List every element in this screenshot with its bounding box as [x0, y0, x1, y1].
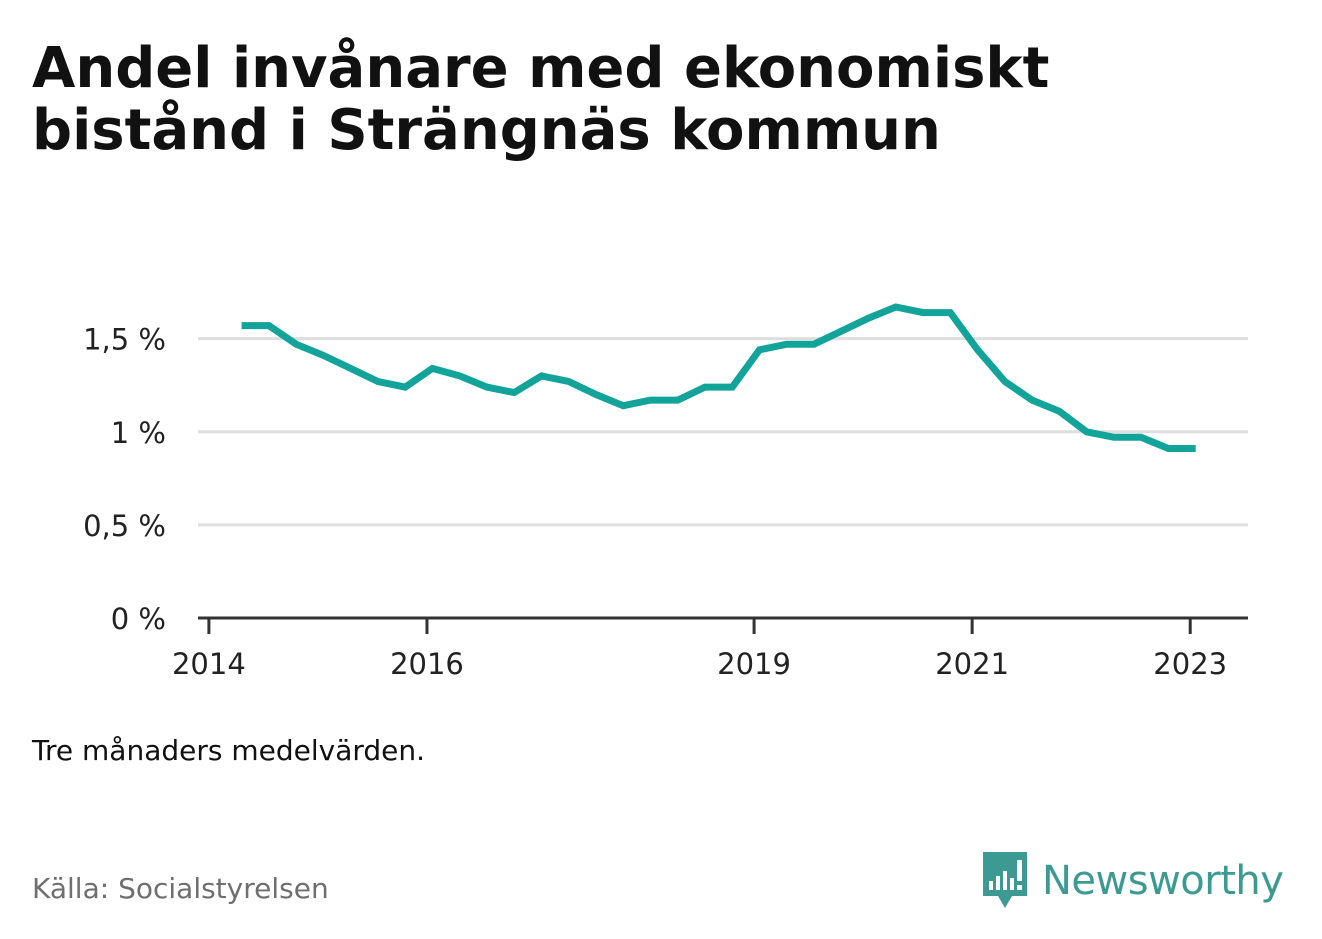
y-tick-label: 1,5 % — [83, 323, 166, 357]
x-tick-label: 2019 — [717, 647, 791, 681]
chart-note: Tre månaders medelvärden. — [32, 734, 426, 767]
y-tick-label: 0 % — [111, 602, 166, 636]
line-chart: 0 % 0,5 % 1 % 1,5 % 2014 2016 2019 2021 2023 — [83, 303, 1248, 681]
x-axis-labels: 2014 2016 2019 2021 2023 — [172, 647, 1227, 681]
x-tick-label: 2016 — [390, 647, 464, 681]
brand-name: Newsworthy — [1042, 858, 1284, 904]
newsworthy-logo[interactable]: Newsworthy — [980, 850, 1284, 912]
y-axis-labels: 0 % 0,5 % 1 % 1,5 % — [83, 323, 166, 636]
x-tick-label: 2021 — [935, 647, 1009, 681]
source-credit: Källa: Socialstyrelsen — [32, 872, 329, 905]
chart-title: Andel invånare med ekonomiskt bistånd i … — [32, 36, 1050, 163]
series-layer — [241, 303, 1196, 452]
gridlines — [198, 337, 1248, 527]
y-tick-label: 1 % — [111, 416, 166, 450]
x-tick-label: 2023 — [1153, 647, 1227, 681]
x-tick-label: 2014 — [172, 647, 246, 681]
x-axis — [198, 616, 1248, 634]
y-tick-label: 0,5 % — [83, 509, 166, 543]
bar-chart-speech-bubble-icon — [983, 852, 1027, 908]
series-line — [241, 303, 1196, 452]
